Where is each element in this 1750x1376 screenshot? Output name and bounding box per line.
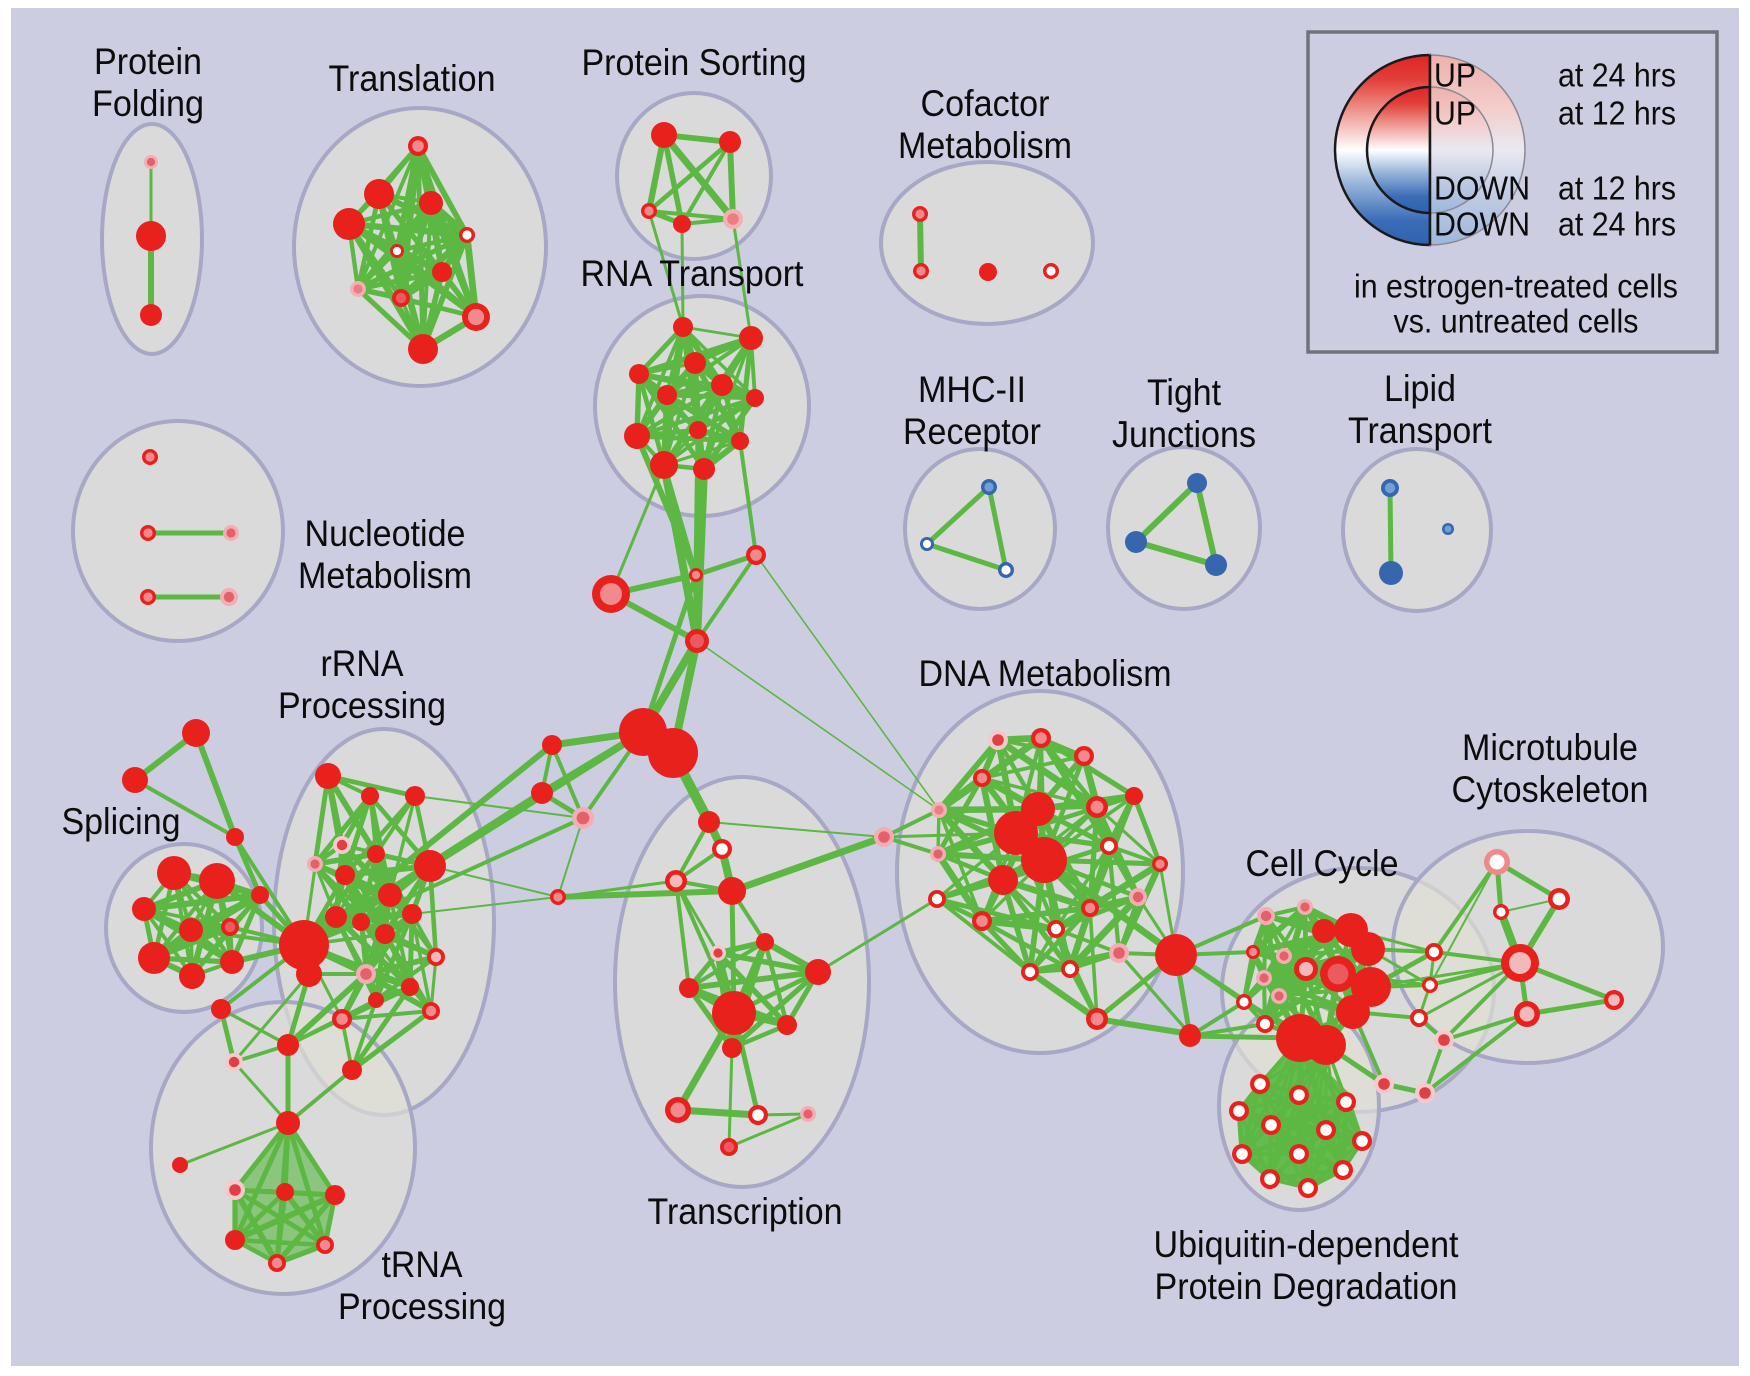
svg-text:Metabolism: Metabolism — [298, 555, 472, 596]
svg-text:Processing: Processing — [338, 1286, 506, 1327]
svg-text:Nucleotide: Nucleotide — [305, 513, 466, 554]
svg-text:Processing: Processing — [278, 685, 446, 726]
svg-text:vs. untreated cells: vs. untreated cells — [1394, 303, 1639, 340]
svg-text:Translation: Translation — [329, 58, 496, 99]
svg-text:Protein Sorting: Protein Sorting — [582, 42, 807, 83]
svg-text:Receptor: Receptor — [903, 411, 1041, 452]
svg-text:rRNA: rRNA — [321, 643, 404, 684]
svg-text:Transport: Transport — [1348, 410, 1493, 451]
svg-text:Junctions: Junctions — [1112, 414, 1256, 455]
svg-text:DNA Metabolism: DNA Metabolism — [919, 653, 1172, 694]
svg-text:tRNA: tRNA — [382, 1244, 463, 1285]
svg-text:UP: UP — [1434, 57, 1476, 94]
svg-text:at 12 hrs: at 12 hrs — [1558, 95, 1676, 132]
svg-text:Ubiquitin-dependent: Ubiquitin-dependent — [1154, 1224, 1460, 1265]
svg-text:Cytoskeleton: Cytoskeleton — [1452, 769, 1649, 810]
svg-text:Protein Degradation: Protein Degradation — [1155, 1266, 1458, 1307]
svg-text:RNA Transport: RNA Transport — [581, 253, 805, 294]
svg-text:Microtubule: Microtubule — [1462, 727, 1638, 768]
svg-text:UP: UP — [1434, 95, 1476, 132]
svg-text:Splicing: Splicing — [62, 801, 181, 842]
svg-text:at 24 hrs: at 24 hrs — [1558, 57, 1676, 94]
svg-text:Cofactor: Cofactor — [921, 83, 1050, 124]
svg-text:Metabolism: Metabolism — [898, 125, 1072, 166]
svg-text:Cell Cycle: Cell Cycle — [1246, 843, 1399, 884]
svg-text:Protein: Protein — [94, 41, 202, 82]
svg-text:Folding: Folding — [92, 83, 204, 124]
svg-text:Transcription: Transcription — [648, 1191, 843, 1232]
svg-text:at 12 hrs: at 12 hrs — [1558, 170, 1676, 207]
svg-text:Lipid: Lipid — [1384, 368, 1456, 409]
svg-text:at 24 hrs: at 24 hrs — [1558, 206, 1676, 243]
svg-text:DOWN: DOWN — [1434, 206, 1530, 243]
svg-text:MHC-II: MHC-II — [918, 369, 1026, 410]
svg-text:DOWN: DOWN — [1434, 170, 1530, 207]
svg-text:in estrogen-treated cells: in estrogen-treated cells — [1354, 268, 1678, 305]
svg-text:Tight: Tight — [1147, 372, 1222, 413]
